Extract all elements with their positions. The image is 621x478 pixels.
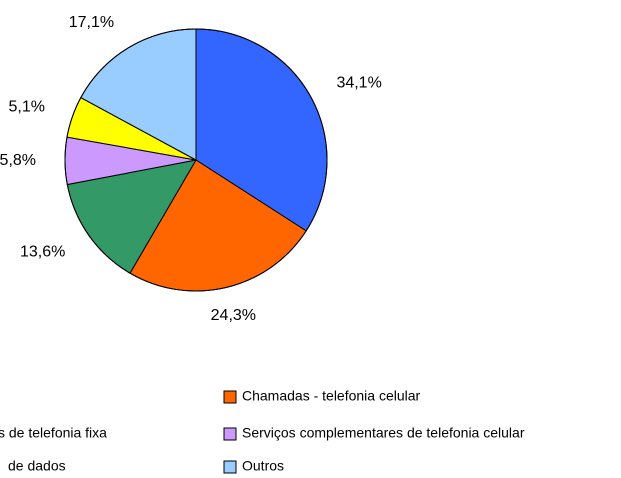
data-label: 34,1%: [336, 75, 381, 92]
legend-label: Outros: [242, 458, 284, 474]
data-label: 5,1%: [8, 98, 44, 115]
pie-outline: [64, 28, 328, 292]
legend-swatch: [223, 390, 237, 404]
data-label: 5,8%: [0, 152, 36, 169]
legend-label: Chamadas - telefonia celular: [242, 388, 421, 404]
legend-label: de dados: [8, 458, 66, 474]
legend-swatch: [223, 460, 237, 474]
legend-label: s de telefonia fixa: [0, 425, 107, 441]
data-label: 13,6%: [20, 244, 65, 261]
legend-label: Serviços complementares de telefonia cel…: [242, 425, 525, 441]
data-label: 24,3%: [211, 307, 256, 324]
data-label: 17,1%: [69, 14, 114, 31]
legend-swatch: [223, 427, 237, 441]
